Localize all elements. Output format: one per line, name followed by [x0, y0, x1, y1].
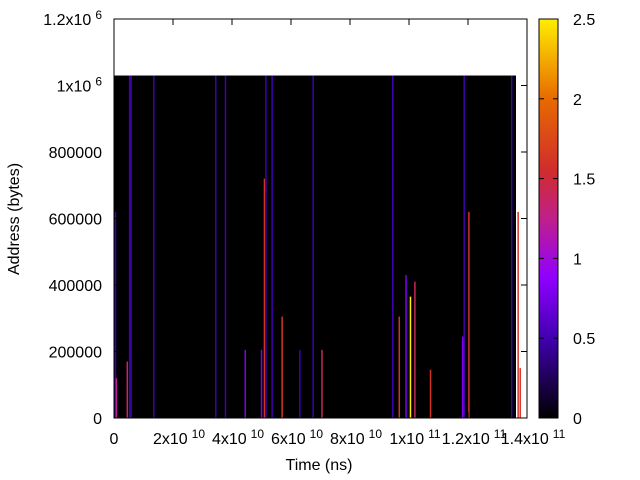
- heatmap-stripe: [409, 296, 412, 418]
- heatmap-stripe: [114, 211, 117, 418]
- heatmap-stripe: [153, 75, 155, 419]
- heatmap-stripe: [429, 369, 432, 418]
- heatmap-stripe: [321, 349, 323, 418]
- heatmap-stripe: [510, 75, 513, 419]
- x-tick-label: 0: [110, 431, 119, 448]
- x-axis-title: Time (ns): [286, 457, 353, 474]
- x-tick-label: 4x10 10: [212, 427, 264, 448]
- heatmap-stripe: [265, 75, 267, 419]
- colorbar-gradient: [538, 18, 559, 419]
- heatmap-stripe: [398, 316, 401, 418]
- y-tick-label: 400000: [49, 278, 102, 295]
- heatmap-stripe: [517, 211, 519, 418]
- heatmap-stripe: [461, 336, 464, 418]
- heatmap-stripe: [115, 378, 118, 418]
- heatmap-stripe: [468, 211, 470, 418]
- x-tick-label: 1.2x10 11: [442, 427, 507, 448]
- heatmap-stripe: [128, 75, 131, 419]
- colorbar-tick-label: 0: [573, 411, 582, 428]
- colorbar-tick-label: 2.5: [573, 12, 595, 29]
- x-tick-label: 2x10 10: [153, 427, 205, 448]
- heatmap-stripe: [224, 75, 227, 419]
- y-tick-label: 0: [93, 411, 102, 428]
- colorbar: 0 0.5 1 1.5 2 2.5: [538, 12, 595, 428]
- heatmap-stripe: [126, 361, 129, 418]
- heatmap-stripe: [405, 275, 407, 418]
- y-tick-label: 600000: [49, 212, 102, 229]
- heatmap-stripe: [312, 75, 314, 419]
- heatmap-stripe: [299, 349, 301, 418]
- y-axis-title: Address (bytes): [6, 163, 23, 275]
- colorbar-tick-label: 1.5: [573, 172, 595, 189]
- heatmap-stripe: [281, 316, 283, 418]
- heatmap-stripe: [392, 75, 394, 419]
- colorbar-ticks: 0 0.5 1 1.5 2 2.5: [539, 12, 595, 428]
- x-tick-label: 1.4x10 11: [501, 427, 566, 448]
- heatmap-stripe: [260, 349, 263, 418]
- x-tick-label: 1x10 11: [389, 427, 440, 448]
- heatmap-stripe: [215, 75, 217, 419]
- heatmap-stripe: [263, 178, 266, 418]
- heatmap-stripe: [414, 281, 416, 418]
- heatmap-background: [114, 75, 516, 419]
- y-axis-ticks: 0 200000 400000 600000 800000 1x10 6 1.2x10 6: [43, 8, 527, 428]
- y-tick-label: 1x10 6: [57, 75, 103, 96]
- colorbar-tick-label: 2: [573, 92, 582, 109]
- heatmap-stripe: [271, 75, 273, 419]
- y-tick-label: 200000: [49, 345, 102, 362]
- colorbar-tick-label: 1: [573, 251, 582, 268]
- heatmap-stripe: [244, 349, 247, 418]
- y-tick-label: 800000: [49, 145, 102, 162]
- colorbar-tick-label: 0.5: [573, 331, 595, 348]
- heatmap-stripes: [114, 75, 521, 419]
- x-tick-label: 6x10 10: [271, 427, 323, 448]
- heatmap-stripe: [130, 75, 132, 419]
- x-tick-label: 8x10 10: [330, 427, 382, 448]
- y-tick-label: 1.2x10 6: [43, 8, 102, 29]
- heatmap-stripe: [519, 368, 521, 418]
- plot-area: 0 2x10 10 4x10 10 6x10 10 8x10 10 1x10 11 1.2x10 111…: [43, 8, 565, 448]
- heatmap-stripe: [463, 75, 465, 419]
